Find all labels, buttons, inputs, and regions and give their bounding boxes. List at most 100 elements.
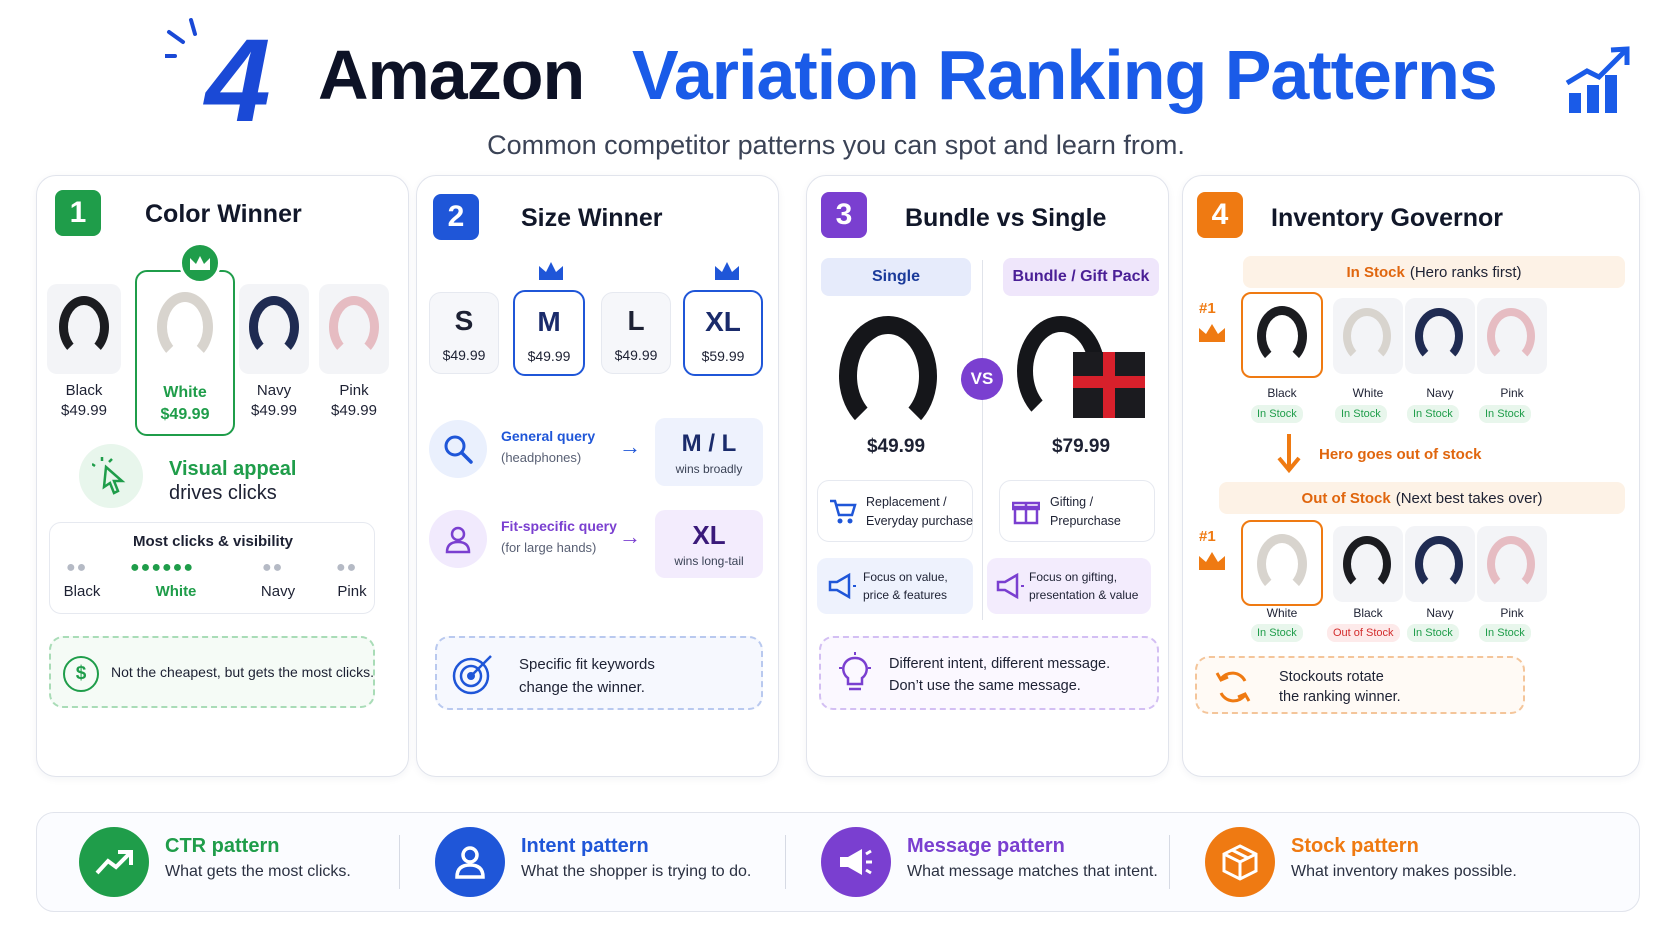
dollar-icon: $	[63, 656, 99, 692]
query-general-title: General query	[501, 428, 596, 444]
panel-inventory-governor: 4 Inventory Governor In Stock (Hero rank…	[1182, 175, 1640, 777]
row1-label-navy: Navy	[1426, 386, 1454, 400]
result-xl-sub: wins long-tail	[674, 554, 744, 568]
row1-status-pink: In Stock	[1479, 405, 1531, 423]
clicks-icons-pink: ●●	[336, 559, 358, 576]
legend-intent-desc: What the shopper is trying to do.	[521, 863, 752, 880]
arrow-right-icon: →	[619, 434, 641, 459]
headphones-black-image	[59, 296, 109, 358]
header-title-dark: Amazon	[318, 36, 585, 114]
single-focus-line-1: Focus on value,	[863, 570, 948, 584]
trend-chart-icon	[1565, 46, 1630, 113]
note-line-1: Different intent, different message.	[889, 656, 1111, 672]
stock-card-navy	[1405, 526, 1475, 602]
size-option-s[interactable]: S $49.99	[429, 292, 499, 374]
row1-label-pink: Pink	[1500, 386, 1524, 400]
bundle-use-line-2: Prepurchase	[1050, 513, 1121, 528]
gift-box-image	[1073, 352, 1145, 418]
bundle-note: Different intent, different message. Don…	[819, 636, 1159, 710]
stock-card-white	[1333, 298, 1403, 374]
size-price-l: $49.99	[614, 347, 658, 363]
divider	[982, 260, 983, 620]
single-price: $49.99	[866, 436, 926, 457]
note-line-2: the ranking winner.	[1279, 689, 1401, 706]
vs-badge: VS	[961, 358, 1003, 400]
size-option-m[interactable]: M $49.99	[513, 290, 585, 376]
in-stock-rest: (Hero ranks first)	[1409, 263, 1522, 281]
crown-badge-icon	[179, 242, 221, 284]
row2-label-white: White	[1266, 606, 1298, 620]
crown-icon	[1199, 552, 1225, 570]
result-m-l-sub: wins broadly	[675, 462, 743, 476]
row2-status-white: In Stock	[1251, 624, 1303, 642]
panel-number-badge: 2	[433, 194, 479, 240]
rank-label: #1	[1199, 528, 1216, 545]
panel-number-badge: 4	[1197, 192, 1243, 238]
row1-status-black: In Stock	[1251, 405, 1303, 423]
size-price-s: $49.99	[442, 347, 486, 363]
arrow-right-icon: →	[619, 524, 641, 549]
product-label-black: Black	[65, 382, 103, 399]
bundle-focus-card: Focus on gifting, presentation & value	[987, 558, 1151, 614]
result-m-l: M / L	[681, 430, 737, 457]
product-card-pink	[319, 284, 389, 374]
pattern-legend: CTR pattern What gets the most clicks. I…	[36, 812, 1640, 912]
stock-card-white-hero	[1241, 520, 1323, 606]
legend-stock: Stock pattern What inventory makes possi…	[1291, 835, 1517, 881]
headphones-black-image	[1257, 306, 1307, 366]
clicks-icons-navy: ●●	[262, 559, 284, 576]
user-icon	[429, 510, 487, 568]
single-use-text: Replacement / Everyday purchase	[866, 493, 973, 531]
bundle-tag: Bundle / Gift Pack	[1003, 258, 1159, 296]
stock-card-black-out	[1333, 526, 1403, 602]
panel-title: Bundle vs Single	[905, 204, 1107, 232]
crown-icon-m	[539, 262, 563, 280]
gift-ribbon	[1073, 376, 1145, 388]
clicks-icons-black: ●●	[66, 559, 88, 576]
size-price-m: $49.99	[527, 348, 571, 364]
search-icon	[429, 420, 487, 478]
headphones-navy-image	[1415, 308, 1463, 364]
legend-ctr: CTR pattern What gets the most clicks.	[165, 835, 351, 881]
headphones-white-image	[1343, 308, 1391, 364]
single-focus-text: Focus on value, price & features	[863, 568, 948, 604]
refresh-icon	[1215, 671, 1251, 703]
size-option-xl[interactable]: XL $59.99	[683, 290, 763, 376]
crown-icon	[1199, 324, 1225, 342]
gift-icon	[1012, 501, 1040, 525]
row2-label-pink: Pink	[1500, 606, 1524, 620]
size-winner-note: Specific fit keywords change the winner.	[435, 636, 763, 710]
query-fit-title: Fit-specific query	[501, 518, 617, 534]
note-text: Specific fit keywords change the winner.	[519, 654, 655, 699]
megaphone-icon	[821, 827, 891, 897]
size-label-l: L	[627, 305, 645, 336]
size-option-l[interactable]: L $49.99	[601, 292, 671, 374]
legend-message: Message pattern What message matches tha…	[907, 835, 1158, 881]
clicks-icons-white: ●●●●●●	[130, 559, 194, 576]
header-subtitle: Common competitor patterns you can spot …	[487, 130, 1185, 160]
headphones-pink-image	[1487, 308, 1535, 364]
crown-icon-xl	[715, 262, 739, 280]
color-winner-note: $ Not the cheapest, but gets the most cl…	[49, 636, 375, 708]
stock-card-pink	[1477, 298, 1547, 374]
legend-intent: Intent pattern What the shopper is tryin…	[521, 835, 751, 881]
product-label-white: White	[163, 384, 207, 401]
size-label-s: S	[454, 305, 474, 336]
size-label-m: M	[537, 306, 561, 337]
product-price-white: $49.99	[160, 406, 210, 423]
result-card-xl: XL wins long-tail	[655, 510, 763, 578]
single-focus-line-2: price & features	[863, 588, 948, 602]
legend-ctr-title: CTR pattern	[165, 835, 280, 857]
product-price-navy: $49.99	[251, 402, 297, 419]
sparkle-icon	[165, 18, 197, 58]
product-label-navy: Navy	[256, 382, 292, 399]
clicks-label-pink: Pink	[337, 583, 367, 600]
product-price-black: $49.99	[61, 402, 107, 419]
divider	[399, 835, 400, 889]
row1-label-white: White	[1352, 386, 1384, 400]
bundle-focus-text: Focus on gifting, presentation & value	[1029, 568, 1138, 604]
bundle-use-card: Gifting / Prepurchase	[999, 480, 1155, 542]
legend-intent-title: Intent pattern	[521, 835, 649, 857]
headphones-pink-image	[329, 296, 379, 358]
header-title-blue: Variation Ranking Patterns	[632, 36, 1498, 114]
